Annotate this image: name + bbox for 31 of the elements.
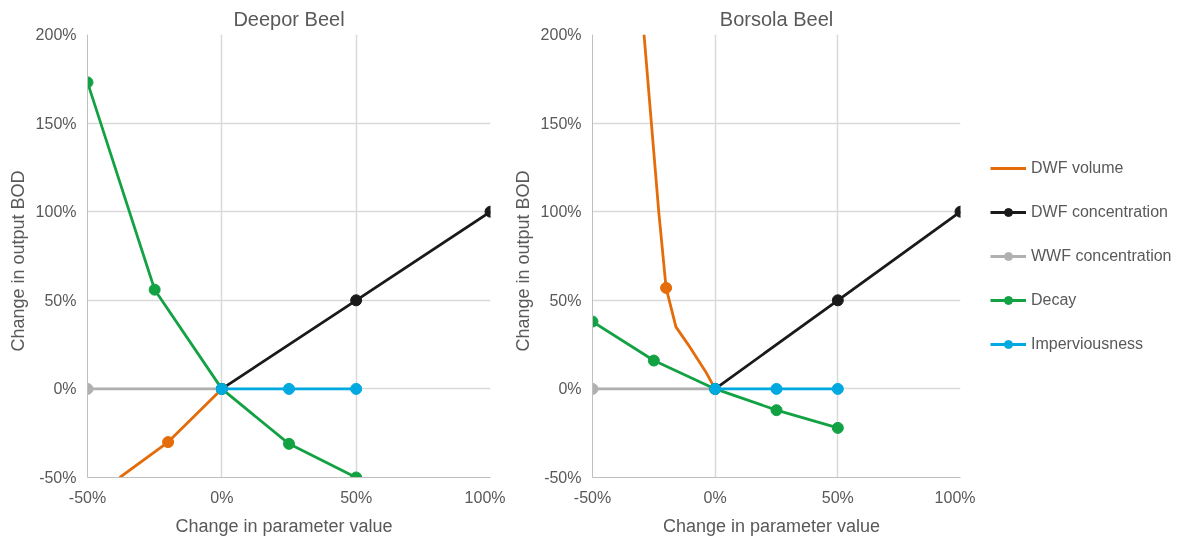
legend-label: Imperviousness bbox=[1031, 334, 1144, 353]
x-tick-label: 100% bbox=[934, 488, 976, 506]
y-tick-label: -50% bbox=[39, 469, 77, 486]
y-tick-label: 150% bbox=[35, 114, 77, 132]
y-tick-label: 100% bbox=[35, 203, 77, 221]
y-tick-label: 100% bbox=[540, 203, 582, 221]
x-tick-label: 0% bbox=[210, 488, 234, 506]
x-tick-label: 100% bbox=[464, 488, 506, 506]
legend-label: WWF concentration bbox=[1031, 246, 1172, 265]
y-tick-label: 150% bbox=[540, 114, 582, 132]
legend-label: DWF volume bbox=[1031, 158, 1124, 177]
y-tick-label: 200% bbox=[35, 26, 77, 43]
y-axis-title: Change in output BOD bbox=[7, 170, 28, 352]
x-tick-label: 50% bbox=[340, 488, 373, 506]
y-axis-title: Change in output BOD bbox=[512, 170, 533, 352]
chart-title: Deepor Beel bbox=[233, 7, 345, 30]
x-axis-title: Change in parameter value bbox=[175, 515, 393, 536]
y-tick-label: 50% bbox=[549, 291, 582, 309]
x-axis-title: Change in parameter value bbox=[662, 515, 881, 536]
legend-label: Decay bbox=[1031, 290, 1077, 309]
legend-label: DWF concentration bbox=[1031, 202, 1168, 221]
x-tick-label: -50% bbox=[68, 488, 107, 506]
x-tick-label: -50% bbox=[573, 488, 612, 506]
y-tick-label: 0% bbox=[558, 380, 582, 398]
chart-title: Borsola Beel bbox=[719, 7, 834, 30]
y-tick-label: -50% bbox=[544, 469, 582, 486]
x-tick-label: 0% bbox=[703, 488, 727, 506]
y-tick-label: 0% bbox=[53, 380, 77, 398]
y-tick-label: 200% bbox=[540, 26, 582, 43]
y-tick-label: 50% bbox=[44, 291, 77, 309]
x-tick-label: 50% bbox=[821, 488, 854, 506]
